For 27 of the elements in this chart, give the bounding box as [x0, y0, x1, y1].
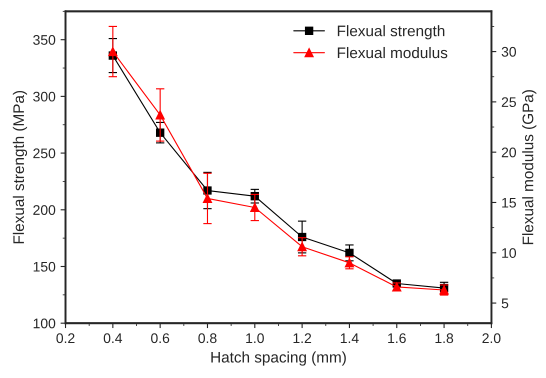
- x-tick-label: 1.0: [246, 333, 264, 344]
- x-tick-label: 1.2: [294, 333, 312, 343]
- x-tick-label: 1.4: [340, 333, 359, 343]
- y-tick-label: 300: [33, 92, 56, 102]
- y2-tick-label: 25: [502, 97, 516, 108]
- legend-label: Flexual strength: [338, 25, 444, 40]
- y-tick-label: 100: [34, 318, 56, 328]
- y-tick-label: 250: [33, 148, 56, 158]
- y2-tick-label: 5: [502, 298, 508, 308]
- y-axis-title: Flexual strength (MPa): [12, 90, 28, 244]
- x-tick-label: 0.8: [198, 333, 217, 344]
- y2-tick-label: 30: [502, 46, 516, 57]
- x-tick-label: 1.8: [435, 333, 454, 344]
- y2-tick-label: 10: [502, 248, 516, 258]
- y-tick-label: 200: [33, 205, 56, 215]
- y2-tick-label: 20: [502, 148, 516, 158]
- legend-label: Flexual modulus: [338, 46, 448, 58]
- y2-axis-title: Flexual modulus (GPa): [522, 90, 536, 244]
- y-tick-label: 350: [33, 35, 56, 45]
- y-tick-label: 150: [34, 262, 56, 272]
- x-axis-title: Hatch spacing (mm): [211, 351, 346, 366]
- x-tick-label: 2.0: [482, 333, 501, 344]
- x-tick-label: 0.4: [104, 333, 122, 344]
- x-tick-label: 1.6: [388, 333, 406, 344]
- x-tick-label: 0.6: [151, 333, 170, 344]
- x-tick-label: 0.2: [56, 333, 74, 344]
- y2-tick-label: 15: [502, 198, 516, 208]
